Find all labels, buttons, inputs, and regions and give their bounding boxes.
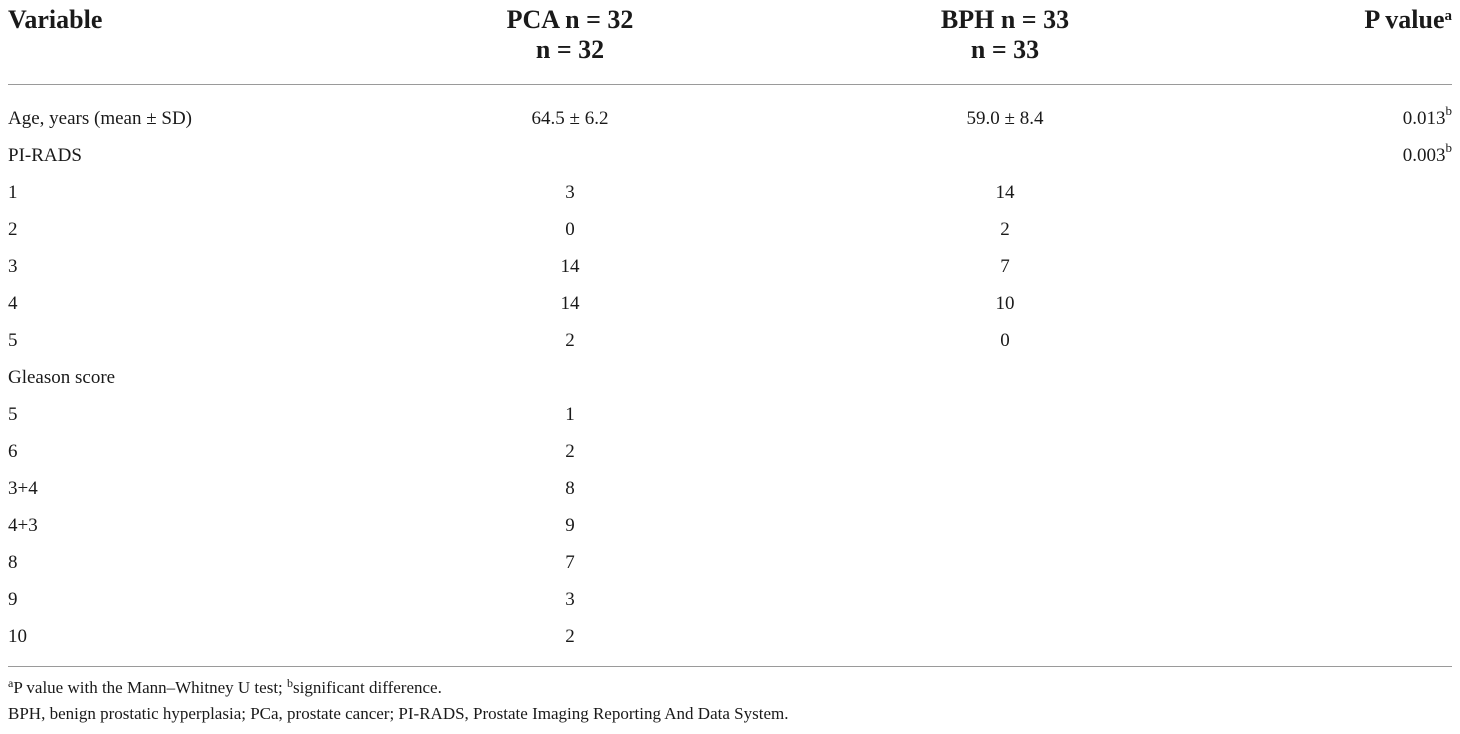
- cell-bph: 0: [1000, 330, 1010, 351]
- cell-pca: 8: [565, 478, 575, 499]
- cell-variable: 3: [8, 256, 18, 277]
- footnotes: aP value with the Mann–Whitney U test; b…: [8, 667, 1452, 727]
- table-row: PI-RADS 0.003b: [8, 137, 1452, 174]
- cell-bph: 7: [1000, 256, 1010, 277]
- table-row: 1 3 14: [8, 174, 1452, 211]
- cell-variable: 8: [8, 552, 18, 573]
- header-pvalue-label: P value: [1364, 5, 1445, 34]
- bottom-rule: [8, 666, 1452, 667]
- header-pca: PCA n = 32 n = 32: [490, 5, 650, 65]
- table-row: 3 14 7: [8, 248, 1452, 285]
- header-pca-line1: PCA n = 32: [506, 5, 634, 34]
- cell-pca: 1: [565, 404, 575, 425]
- cell-variable: 4: [8, 293, 18, 314]
- header-rule: [8, 84, 1452, 85]
- footnote-a-text: P value with the Mann–Whitney U test;: [13, 678, 288, 697]
- cell-variable: PI-RADS: [8, 145, 82, 166]
- table-header: Variable PCA n = 32 n = 32 BPH n = 33 n …: [8, 0, 1452, 84]
- cell-pca: 64.5 ± 6.2: [531, 108, 609, 129]
- footnote-abbreviations: BPH, benign prostatic hyperplasia; PCa, …: [8, 704, 789, 723]
- cell-pca: 3: [565, 182, 575, 203]
- cell-pvalue: 0.003b: [1403, 137, 1452, 174]
- cell-bph: 10: [995, 293, 1015, 314]
- cell-pca: 0: [565, 219, 575, 240]
- footnote-significance: aP value with the Mann–Whitney U test; b…: [8, 675, 1452, 701]
- cell-pca: 14: [560, 256, 580, 277]
- table-row: 10 2: [8, 618, 1452, 655]
- table-row: 5 2 0: [8, 322, 1452, 359]
- table-row: Gleason score: [8, 359, 1452, 396]
- footnote-a-sup: a: [8, 676, 14, 690]
- cell-pca: 7: [565, 552, 575, 573]
- cell-pvalue-text: 0.013: [1402, 108, 1446, 129]
- table-row: 2 0 2: [8, 211, 1452, 248]
- cell-pvalue-text: 0.003: [1402, 145, 1446, 166]
- header-bph: BPH n = 33 n = 33: [920, 5, 1090, 65]
- table-row: 3+4 8: [8, 470, 1452, 507]
- cell-variable: Gleason score: [8, 367, 116, 388]
- table-body: Age, years (mean ± SD) 64.5 ± 6.2 59.0 ± 8…: [8, 85, 1452, 655]
- cell-pca: 2: [565, 441, 575, 462]
- cell-variable: 3+4: [8, 478, 38, 499]
- cell-variable: 4+3: [8, 515, 38, 536]
- cell-variable: 6: [8, 441, 18, 462]
- cell-bph: 2: [1000, 219, 1010, 240]
- cell-pca: 3: [565, 589, 575, 610]
- cell-variable: 10: [8, 626, 27, 647]
- header-bph-line2: n = 33: [970, 35, 1040, 64]
- table-row: 4 14 10: [8, 285, 1452, 322]
- footnote-b-sup: b: [287, 676, 294, 690]
- cell-pca: 9: [565, 515, 575, 536]
- cell-pca: 14: [560, 293, 580, 314]
- cell-pca: 2: [565, 626, 575, 647]
- data-table: Variable PCA n = 32 n = 32 BPH n = 33 n …: [8, 0, 1452, 727]
- header-pvalue-sup: a: [1444, 8, 1453, 24]
- cell-variable: Age, years (mean ± SD): [8, 108, 193, 129]
- cell-variable: 2: [8, 219, 18, 240]
- table-row: 4+3 9: [8, 507, 1452, 544]
- cell-variable: 9: [8, 589, 18, 610]
- cell-pvalue: 0.013b: [1403, 100, 1452, 137]
- cell-variable: 1: [8, 182, 18, 203]
- cell-pvalue-sup: b: [1445, 140, 1453, 155]
- header-pvalue: P valuea: [1364, 5, 1452, 35]
- cell-pvalue-sup: b: [1445, 103, 1453, 118]
- cell-variable: 5: [8, 404, 18, 425]
- header-bph-line1: BPH n = 33: [940, 5, 1070, 34]
- cell-bph: 59.0 ± 8.4: [966, 108, 1044, 129]
- cell-variable: 5: [8, 330, 18, 351]
- cell-bph: 14: [995, 182, 1015, 203]
- footnote-b-text: significant difference.: [293, 678, 442, 697]
- header-pca-line2: n = 32: [535, 35, 605, 64]
- table-row: Age, years (mean ± SD) 64.5 ± 6.2 59.0 ± 8…: [8, 100, 1452, 137]
- header-variable: Variable: [8, 5, 103, 34]
- cell-pca: 2: [565, 330, 575, 351]
